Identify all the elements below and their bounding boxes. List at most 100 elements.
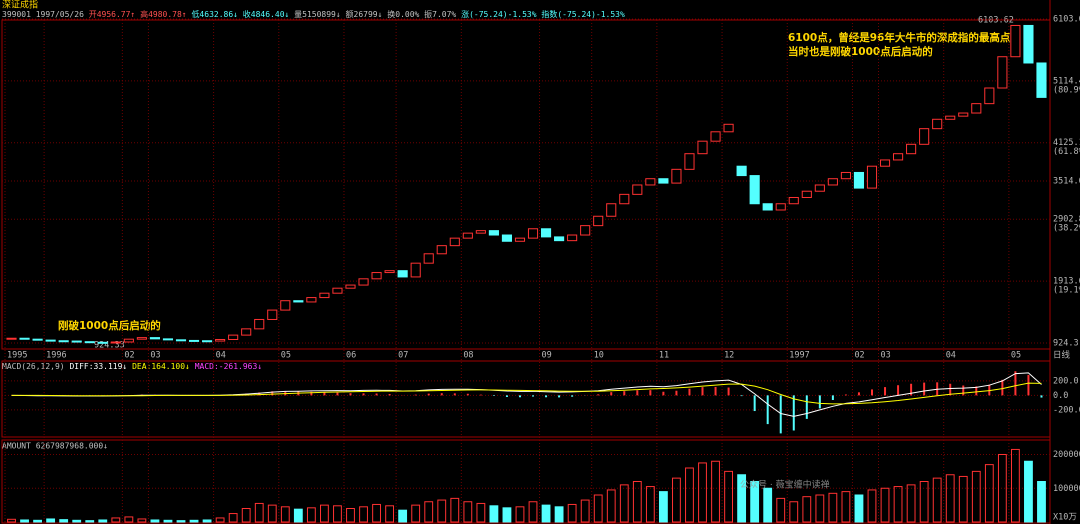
macd-title: MACD(26,12,9) bbox=[2, 362, 65, 371]
amount-bar bbox=[228, 513, 238, 523]
candle-body bbox=[162, 338, 174, 341]
candle-body bbox=[762, 203, 773, 211]
amount-bar bbox=[789, 501, 799, 523]
amount-bar bbox=[1037, 481, 1046, 523]
x-tick-label: 11 bbox=[659, 351, 669, 361]
amount-bar bbox=[515, 506, 525, 523]
amount-bar bbox=[320, 504, 329, 523]
candle-body bbox=[801, 190, 812, 198]
candle-body bbox=[645, 178, 656, 186]
amount-bar bbox=[215, 517, 225, 523]
amount-bar bbox=[893, 486, 903, 523]
candle-body bbox=[228, 334, 239, 340]
quote-field: 399001 1997/05/26 bbox=[2, 10, 84, 19]
candle-body bbox=[971, 103, 982, 114]
x-tick-label: 02 bbox=[124, 351, 134, 361]
y-tick-label: 5114.4 bbox=[1053, 76, 1080, 86]
candle-body bbox=[84, 341, 95, 344]
high-label: 6103.62 bbox=[978, 16, 1014, 26]
candle-body bbox=[866, 165, 878, 189]
amount-bar bbox=[672, 477, 681, 523]
candle-body bbox=[945, 115, 956, 120]
amount-bar bbox=[72, 519, 82, 523]
candle-body bbox=[149, 337, 160, 340]
amount-bar bbox=[776, 497, 786, 523]
quote-field: 换0.00% bbox=[387, 9, 419, 19]
annotation: 6100点，曾经是96年大牛市的深成指的最高点， bbox=[788, 31, 1021, 44]
amount-bar bbox=[463, 501, 473, 523]
amount-bar bbox=[685, 467, 694, 523]
quote-field: 低4632.86↓ bbox=[191, 9, 238, 19]
candle-body bbox=[397, 270, 408, 278]
candle-body bbox=[984, 87, 995, 105]
watermark: 公众号 · 薇宝缠中读禅 bbox=[740, 479, 830, 491]
legend-entry: DIFF:33.119↓ bbox=[69, 362, 127, 371]
x-tick-label: 03 bbox=[150, 351, 160, 361]
candle-body bbox=[527, 228, 539, 239]
index-name: 深证成指 bbox=[2, 0, 38, 11]
amount-bar bbox=[98, 519, 108, 523]
candle-body bbox=[280, 300, 291, 311]
amount-bar bbox=[698, 462, 707, 523]
amount-bar bbox=[33, 519, 43, 523]
amount-bar bbox=[945, 474, 955, 523]
macd-header: MACD(26,12,9) DIFF:33.119↓ DEA:164.100↓ … bbox=[2, 362, 262, 371]
candle-body bbox=[45, 339, 56, 342]
amount-bar bbox=[359, 506, 368, 523]
amount-bar bbox=[554, 506, 564, 523]
quote-field: 指数(-75.24)-1.53% bbox=[541, 9, 625, 19]
amount-bar bbox=[541, 504, 551, 523]
candle-body bbox=[671, 168, 682, 184]
amount-bar bbox=[372, 503, 381, 523]
amount-bar bbox=[346, 508, 355, 523]
candle-body bbox=[423, 253, 434, 264]
candle-body bbox=[540, 228, 552, 238]
candle-body bbox=[267, 309, 278, 320]
amount-bar bbox=[1010, 448, 1020, 523]
candle-body bbox=[840, 171, 851, 180]
amount-bar bbox=[606, 489, 616, 523]
quote-field: 振7.07% bbox=[424, 9, 456, 19]
y-tick-label: 100000 bbox=[1053, 484, 1080, 494]
amount-bar bbox=[658, 491, 668, 523]
x-tick-label: 12 bbox=[724, 351, 734, 361]
candle-body bbox=[593, 215, 604, 227]
candle-body bbox=[893, 153, 904, 161]
amount-bar bbox=[880, 487, 890, 523]
quote-field: 高4980.78↑ bbox=[140, 9, 187, 19]
amount-bar bbox=[306, 507, 316, 523]
candle-body bbox=[827, 178, 838, 186]
quote-line: 399001 1997/05/26 开4956.77↑ 高4980.78↑ 低4… bbox=[2, 9, 625, 19]
amount-bar bbox=[815, 494, 825, 523]
annotation: 当时也是刚破1000点后启动的 bbox=[788, 45, 933, 58]
candle-body bbox=[997, 56, 1008, 89]
candle-body bbox=[710, 131, 721, 142]
amount-bar bbox=[137, 518, 147, 523]
x-tick-label: 09 bbox=[542, 351, 552, 361]
candle-body bbox=[449, 237, 460, 247]
amount-header: AMOUNT 6267987968.000↓ bbox=[2, 442, 108, 451]
candle-body bbox=[58, 340, 69, 343]
y-tick-label: 4125.1 bbox=[1053, 138, 1080, 148]
ratio-label: (61.8%) bbox=[1053, 147, 1080, 157]
candle-body bbox=[19, 337, 30, 340]
quote-field: 涨(-75.24)-1.53% bbox=[461, 9, 537, 19]
amount-bar bbox=[919, 481, 929, 523]
amount-bar bbox=[241, 508, 251, 523]
amount-bar bbox=[724, 470, 733, 523]
candle-body bbox=[371, 272, 382, 280]
candle-body bbox=[697, 140, 708, 155]
ratio-label: (38.2%) bbox=[1053, 224, 1080, 234]
candle-body bbox=[567, 234, 578, 242]
candle-body bbox=[736, 165, 747, 177]
candle-body bbox=[684, 153, 695, 170]
amount-bar bbox=[763, 487, 773, 523]
candle-body bbox=[1010, 24, 1021, 58]
amount-bar bbox=[528, 501, 538, 523]
candle-body bbox=[580, 225, 591, 236]
quote-field: 量5150899↓ bbox=[294, 10, 341, 19]
amount-bar bbox=[502, 507, 512, 523]
amount-bar bbox=[984, 464, 994, 523]
candle-body bbox=[658, 178, 669, 184]
amount-bar bbox=[854, 494, 864, 523]
